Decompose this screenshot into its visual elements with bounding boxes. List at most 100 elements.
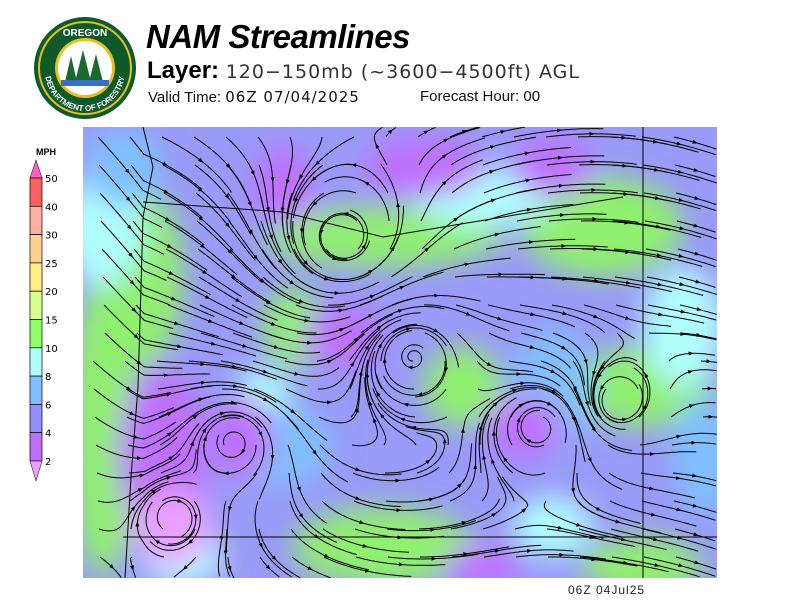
- streamline-arrow: [694, 560, 700, 565]
- streamline-arrow: [182, 565, 188, 570]
- streamline-arrow: [490, 198, 496, 203]
- streamline-arrow: [262, 369, 268, 374]
- streamline-arrow: [126, 224, 132, 230]
- streamline-arrow: [361, 243, 366, 250]
- streamline-arrow: [461, 521, 467, 525]
- streamline-arrow: [168, 270, 174, 275]
- wind-speed-legend: MPH 50 40 30 25 20 15 10 8 6 4 2: [29, 147, 58, 482]
- streamline-arrow: [227, 565, 232, 572]
- streamline-arrow: [130, 505, 136, 511]
- streamline-arrow: [271, 555, 277, 561]
- legend-swatch: [29, 290, 43, 320]
- valid-time: Valid Time: 06Z 07/04/2025: [148, 88, 360, 106]
- wind-speed-area: [643, 267, 717, 387]
- streamline-arrow: [587, 457, 592, 463]
- streamline-arrow: [168, 456, 174, 461]
- streamline-arrow: [456, 483, 462, 489]
- streamline-arrow: [496, 316, 503, 321]
- streamline-arrow: [433, 328, 439, 333]
- streamline-arrow: [349, 361, 355, 367]
- streamline-arrow: [273, 344, 280, 349]
- oregon-department-of-forestry-logo: OREGON DEPARTMENT OF FORESTRY: [34, 17, 136, 119]
- streamline-arrow: [265, 299, 272, 305]
- streamline-arrow: [521, 508, 527, 513]
- streamline-arrow: [137, 488, 144, 493]
- streamline-arrow: [259, 278, 265, 283]
- streamline-arrow: [166, 243, 173, 249]
- streamline-arrow: [376, 325, 382, 331]
- legend-swatch: [29, 347, 43, 377]
- svg-text:OREGON: OREGON: [63, 28, 107, 39]
- layer-info: Layer: 120−150mb (~3600−4500ft) AGL: [147, 57, 580, 85]
- streamline-arrow: [154, 539, 161, 545]
- legend-tick: 8: [45, 372, 51, 383]
- streamline-arrow: [379, 413, 385, 419]
- streamline-arrow: [687, 370, 694, 375]
- streamline-arrow: [377, 343, 382, 349]
- streamline-arrow: [489, 145, 496, 150]
- streamline-arrow: [130, 565, 134, 571]
- streamline-arrow: [315, 160, 320, 166]
- streamline-arrow: [199, 243, 206, 249]
- legend-unit: MPH: [36, 147, 56, 157]
- streamline-arrow: [353, 337, 359, 343]
- streamline-arrow: [187, 539, 193, 545]
- streamline-arrow: [166, 412, 173, 417]
- legend-swatch: [29, 404, 43, 434]
- streamline-arrow: [355, 467, 361, 472]
- streamline-arrow: [125, 386, 132, 391]
- streamline-arrow: [372, 417, 377, 423]
- legend-swatch: [29, 262, 43, 292]
- streamline-arrow: [253, 254, 258, 260]
- streamline-arrow: [125, 196, 131, 202]
- streamline-arrow: [354, 407, 359, 413]
- streamline-arrow: [551, 388, 557, 394]
- legend-swatch: [29, 319, 43, 349]
- streamline-arrow: [399, 286, 405, 290]
- streamline-arrow: [529, 345, 535, 349]
- streamline-arrow: [624, 315, 631, 320]
- streamline-arrow: [575, 522, 582, 527]
- streamline-arrow: [572, 385, 577, 392]
- streamline-arrow: [202, 436, 207, 442]
- streamline-arrow: [198, 216, 204, 221]
- legend-swatch: [29, 234, 43, 264]
- wind-speed-area: [513, 137, 593, 197]
- streamline-arrow: [177, 498, 183, 503]
- streamline-arrow: [166, 432, 172, 437]
- streamline-arrow: [204, 294, 211, 299]
- streamline-arrow: [692, 139, 698, 144]
- layer-value: 120−150mb (~3600−4500ft) AGL: [225, 61, 580, 83]
- streamline-arrow: [615, 519, 621, 524]
- valid-time-value: 06Z 07/04/2025: [225, 88, 360, 106]
- streamline-arrow: [235, 297, 241, 303]
- streamline-arrow: [303, 260, 309, 266]
- streamline-arrow: [198, 157, 204, 163]
- streamline-arrow: [461, 130, 468, 134]
- legend-swatch: [29, 375, 43, 405]
- streamline-arrow: [277, 259, 283, 265]
- wind-speed-area: [253, 147, 313, 227]
- legend-tick: 6: [45, 400, 51, 411]
- legend-tick: 15: [45, 316, 58, 327]
- streamline-arrow: [312, 449, 317, 456]
- legend-tick: 4: [45, 429, 51, 440]
- streamline-arrow: [693, 532, 699, 537]
- streamline-arrow: [491, 458, 496, 464]
- legend-tick: 30: [45, 231, 58, 242]
- streamline-arrow: [486, 362, 492, 367]
- streamline-arrow: [327, 359, 333, 364]
- streamline-arrow: [109, 564, 115, 569]
- streamline-arrow: [312, 200, 318, 206]
- streamline-arrow: [131, 307, 137, 313]
- page-title: NAM Streamlines: [146, 18, 410, 55]
- streamline-arrow: [692, 503, 698, 508]
- streamline-arrow: [164, 216, 171, 222]
- streamline-arrow: [202, 427, 207, 433]
- legend-under-arrow: [29, 460, 43, 482]
- legend-tick: 40: [45, 202, 58, 213]
- streamline-arrow: [525, 439, 532, 444]
- timestamp: 06Z 04Jul25: [568, 583, 646, 597]
- streamline-arrow: [644, 372, 649, 379]
- streamline-arrow: [250, 170, 255, 176]
